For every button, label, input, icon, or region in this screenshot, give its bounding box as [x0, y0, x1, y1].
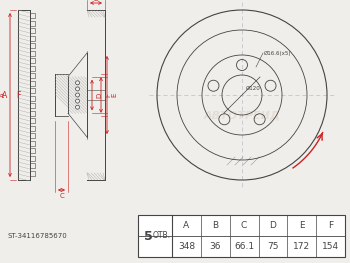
Bar — [30, 125, 35, 130]
Bar — [30, 80, 35, 85]
Text: A: A — [183, 221, 189, 230]
Text: C: C — [59, 193, 64, 199]
Bar — [30, 95, 35, 100]
Bar — [30, 133, 35, 138]
Text: A: A — [0, 93, 6, 97]
Bar — [30, 118, 35, 123]
Text: E: E — [111, 93, 117, 97]
Bar — [30, 58, 35, 63]
Text: АВТОТРЕИД: АВТОТРЕИД — [204, 110, 280, 120]
Text: 66.1: 66.1 — [234, 242, 254, 251]
Text: D: D — [96, 92, 102, 98]
Bar — [30, 110, 35, 115]
Bar — [30, 50, 35, 55]
Bar — [30, 155, 35, 160]
Circle shape — [76, 105, 79, 109]
Bar — [30, 65, 35, 70]
Bar — [30, 103, 35, 108]
Bar — [30, 140, 35, 145]
Text: A: A — [2, 90, 8, 99]
Text: C: C — [241, 221, 247, 230]
Text: F: F — [328, 221, 333, 230]
Text: 348: 348 — [178, 242, 195, 251]
Bar — [30, 148, 35, 153]
Text: F: F — [105, 93, 111, 97]
Text: E: E — [299, 221, 304, 230]
Bar — [30, 36, 35, 41]
Text: F: F — [16, 90, 20, 99]
Text: Ø120: Ø120 — [246, 86, 261, 91]
Text: 36: 36 — [210, 242, 221, 251]
Bar — [30, 43, 35, 48]
Text: 172: 172 — [293, 242, 310, 251]
Text: B: B — [94, 0, 98, 2]
Text: 75: 75 — [267, 242, 279, 251]
Bar — [30, 88, 35, 93]
Circle shape — [76, 93, 79, 97]
Bar — [30, 170, 35, 175]
Bar — [30, 13, 35, 18]
Bar — [30, 73, 35, 78]
Circle shape — [76, 81, 79, 85]
Bar — [30, 28, 35, 33]
Text: ST-34116785670: ST-34116785670 — [8, 233, 68, 239]
Text: ОТВ.: ОТВ. — [153, 231, 171, 240]
Text: B: B — [212, 221, 218, 230]
Bar — [138, 215, 345, 257]
Circle shape — [76, 99, 79, 103]
Text: 154: 154 — [322, 242, 339, 251]
Bar — [30, 21, 35, 26]
Text: Ø16.6(x5): Ø16.6(x5) — [264, 50, 292, 55]
Text: 5: 5 — [144, 230, 153, 242]
Bar — [30, 163, 35, 168]
Circle shape — [76, 87, 79, 91]
Text: D: D — [270, 221, 276, 230]
